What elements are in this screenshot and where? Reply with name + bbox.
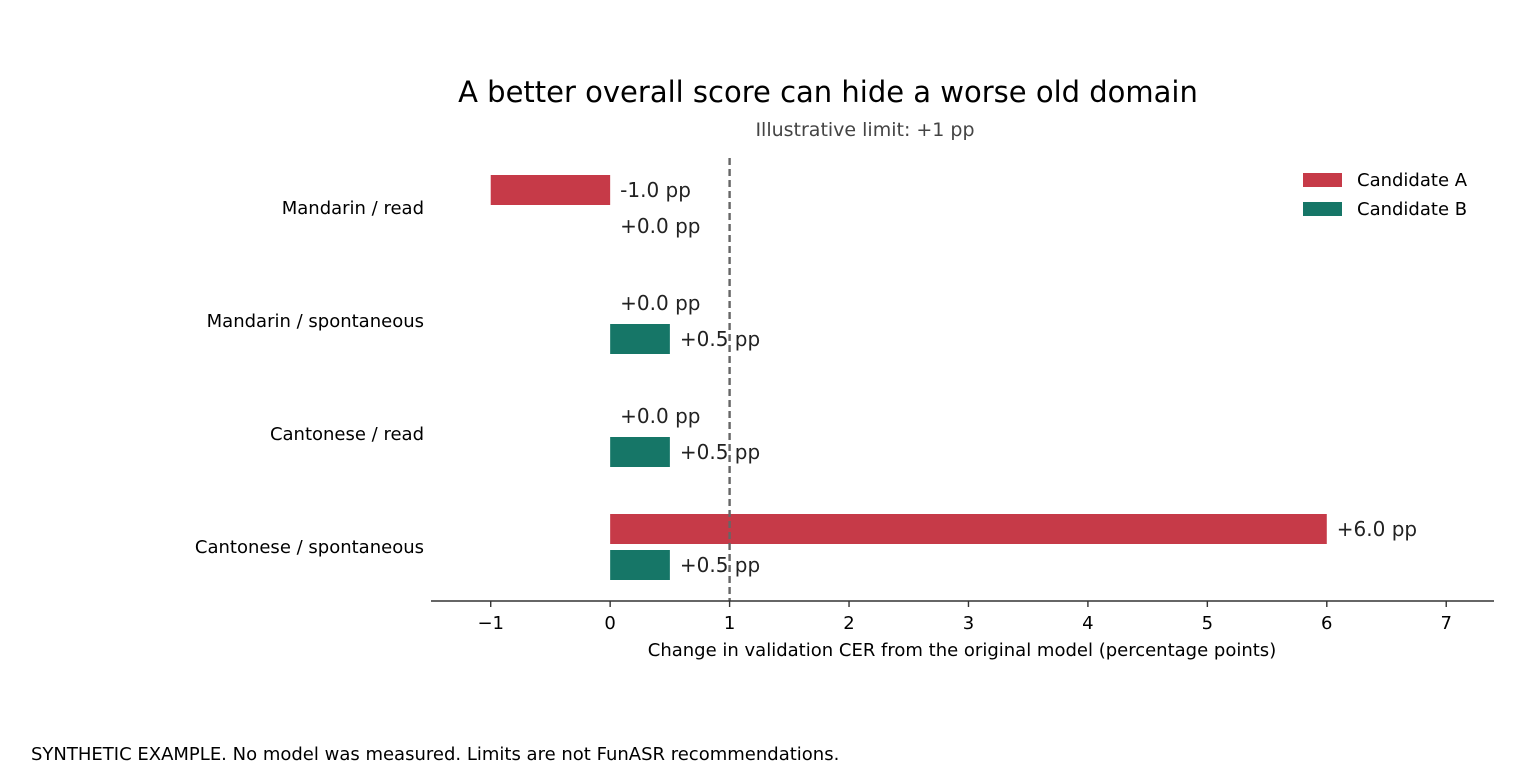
- x-tick-label: 4: [1082, 613, 1093, 634]
- chart-title: A better overall score can hide a worse …: [458, 75, 1198, 109]
- y-tick-label: Cantonese / spontaneous: [195, 537, 424, 558]
- bar-value-label: +0.0 pp: [620, 404, 700, 428]
- x-axis-label: Change in validation CER from the origin…: [648, 640, 1276, 661]
- bar-value-label: +0.0 pp: [620, 291, 700, 315]
- x-axis: −1 0 1 2 3 4 5 6 7: [431, 600, 1494, 634]
- value-labels-group: -1.0 pp +0.0 pp +0.0 pp +0.5 pp +0.0 pp +0.5 …: [620, 178, 1417, 577]
- bar-value-label: +0.5 pp: [680, 553, 760, 577]
- legend-swatch: [1303, 202, 1342, 216]
- bar-candidate-a: [490, 175, 611, 205]
- footer-note: SYNTHETIC EXAMPLE. No model was measured…: [31, 744, 840, 765]
- x-tick-label: 3: [963, 613, 974, 634]
- y-labels-group: Mandarin / read Mandarin / spontaneous Can…: [195, 198, 424, 558]
- x-tick-label: 1: [724, 613, 735, 634]
- chart-subtitle: Illustrative limit: +1 pp: [755, 119, 974, 141]
- bar-candidate-b: [610, 324, 670, 354]
- bar-value-label: -1.0 pp: [620, 178, 691, 202]
- bar-value-label: +0.0 pp: [620, 214, 700, 238]
- legend-label: Candidate B: [1357, 199, 1467, 220]
- x-tick-label: 2: [843, 613, 854, 634]
- bar-value-label: +6.0 pp: [1337, 517, 1417, 541]
- bar-value-label: +0.5 pp: [680, 327, 760, 351]
- y-tick-label: Mandarin / spontaneous: [207, 311, 424, 332]
- bars-group: [490, 175, 1327, 580]
- legend-label: Candidate A: [1357, 170, 1468, 191]
- x-tick-label: −1: [477, 613, 504, 634]
- x-tick-label: 5: [1202, 613, 1213, 634]
- bar-candidate-b: [610, 550, 670, 580]
- bar-value-label: +0.5 pp: [680, 440, 760, 464]
- y-tick-label: Cantonese / read: [270, 424, 424, 445]
- legend: Candidate A Candidate B: [1303, 170, 1468, 220]
- legend-swatch: [1303, 173, 1342, 187]
- x-tick-label: 6: [1321, 613, 1332, 634]
- x-tick-label: 7: [1440, 613, 1451, 634]
- bar-candidate-b: [610, 437, 670, 467]
- x-tick-label: 0: [604, 613, 615, 634]
- bar-candidate-a: [610, 514, 1327, 544]
- y-tick-label: Mandarin / read: [282, 198, 424, 219]
